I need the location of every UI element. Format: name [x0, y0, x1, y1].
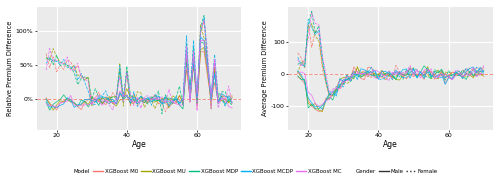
X-axis label: Age: Age [132, 140, 146, 149]
Y-axis label: Average Premium Difference: Average Premium Difference [262, 21, 268, 116]
X-axis label: Age: Age [384, 140, 398, 149]
Legend: Model, XGBoost M0, XGBoost MU, XGBoost MDP, XGBoost MCDP, XGBoost MC, Gender, Ma: Model, XGBoost M0, XGBoost MU, XGBoost M… [60, 167, 440, 176]
Y-axis label: Relative Premium Difference: Relative Premium Difference [7, 21, 13, 116]
